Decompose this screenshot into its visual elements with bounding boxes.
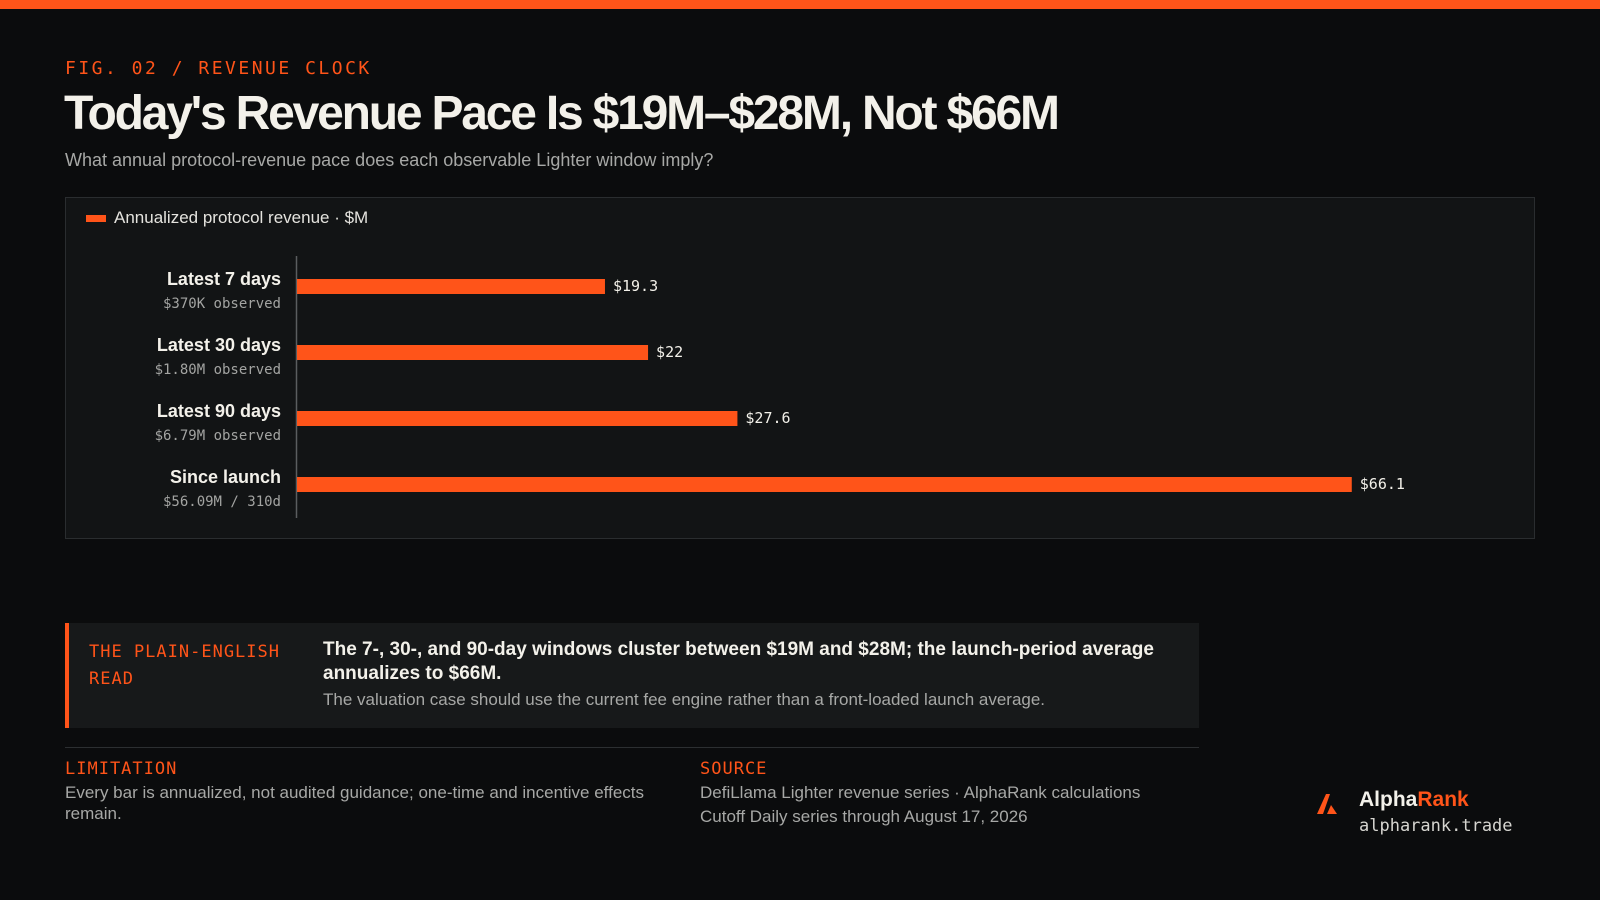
bar-value-label: $27.6	[745, 409, 790, 427]
callout-label: THE PLAIN-ENGLISH READ	[89, 642, 280, 689]
bar	[297, 411, 738, 426]
category-label: Since launch	[170, 467, 281, 487]
category-note: $56.09M / 310d	[163, 494, 281, 510]
category-note: $1.80M observed	[155, 362, 281, 378]
bar-value-label: $66.1	[1360, 475, 1405, 493]
legend-label: Annualized protocol revenue · $M	[114, 208, 369, 227]
alpharank-logo-icon	[1317, 794, 1337, 814]
source-line-2: Cutoff Daily series through August 17, 2…	[700, 807, 1028, 826]
page-title: Today's Revenue Pace Is $19M–$28M, Not $…	[64, 87, 1060, 140]
chart-legend: Annualized protocol revenue · $M	[86, 208, 368, 228]
legend-swatch	[86, 214, 106, 222]
bar-value-label: $22	[656, 343, 683, 361]
source-label: SOURCE	[700, 759, 768, 779]
page-subtitle: What annual protocol-revenue pace does e…	[65, 150, 714, 170]
brand-name: AlphaRank	[1359, 788, 1469, 812]
limitation-label: LIMITATION	[65, 759, 178, 779]
category-label: Latest 30 days	[157, 335, 281, 355]
callout-body: The valuation case should use the curren…	[323, 690, 1046, 709]
source-line-1: DefiLlama Lighter revenue series · Alpha…	[700, 783, 1141, 802]
bar-value-label: $19.3	[613, 277, 658, 295]
bar	[297, 477, 1352, 492]
category-note: $6.79M observed	[155, 428, 281, 444]
bar	[297, 279, 605, 294]
category-note: $370K observed	[163, 296, 281, 312]
top-accent-bar	[0, 0, 1600, 9]
plain-english-callout: THE PLAIN-ENGLISH READ The 7-, 30-, and …	[65, 623, 1199, 728]
footer-divider	[65, 747, 1199, 748]
category-label: Latest 90 days	[157, 401, 281, 421]
chart-panel: $19.3 Latest 7 days $370K observed $22 Lates…	[65, 197, 1535, 539]
limitation-text: Every bar is annualized, not audited gui…	[65, 783, 644, 823]
bar	[297, 345, 649, 360]
callout-headline: The 7-, 30-, and 90-day windows cluster …	[323, 639, 1154, 684]
brand-name-part-1: Alpha	[1359, 788, 1418, 811]
bar-chart: $19.3 Latest 7 days $370K observed $22 Lates…	[155, 256, 1405, 518]
category-label: Latest 7 days	[167, 269, 281, 289]
figure-eyebrow: FIG. 02 / REVENUE CLOCK	[65, 58, 372, 79]
brand-url[interactable]: alpharank.trade	[1359, 816, 1513, 836]
brand-name-part-2: Rank	[1417, 788, 1469, 811]
